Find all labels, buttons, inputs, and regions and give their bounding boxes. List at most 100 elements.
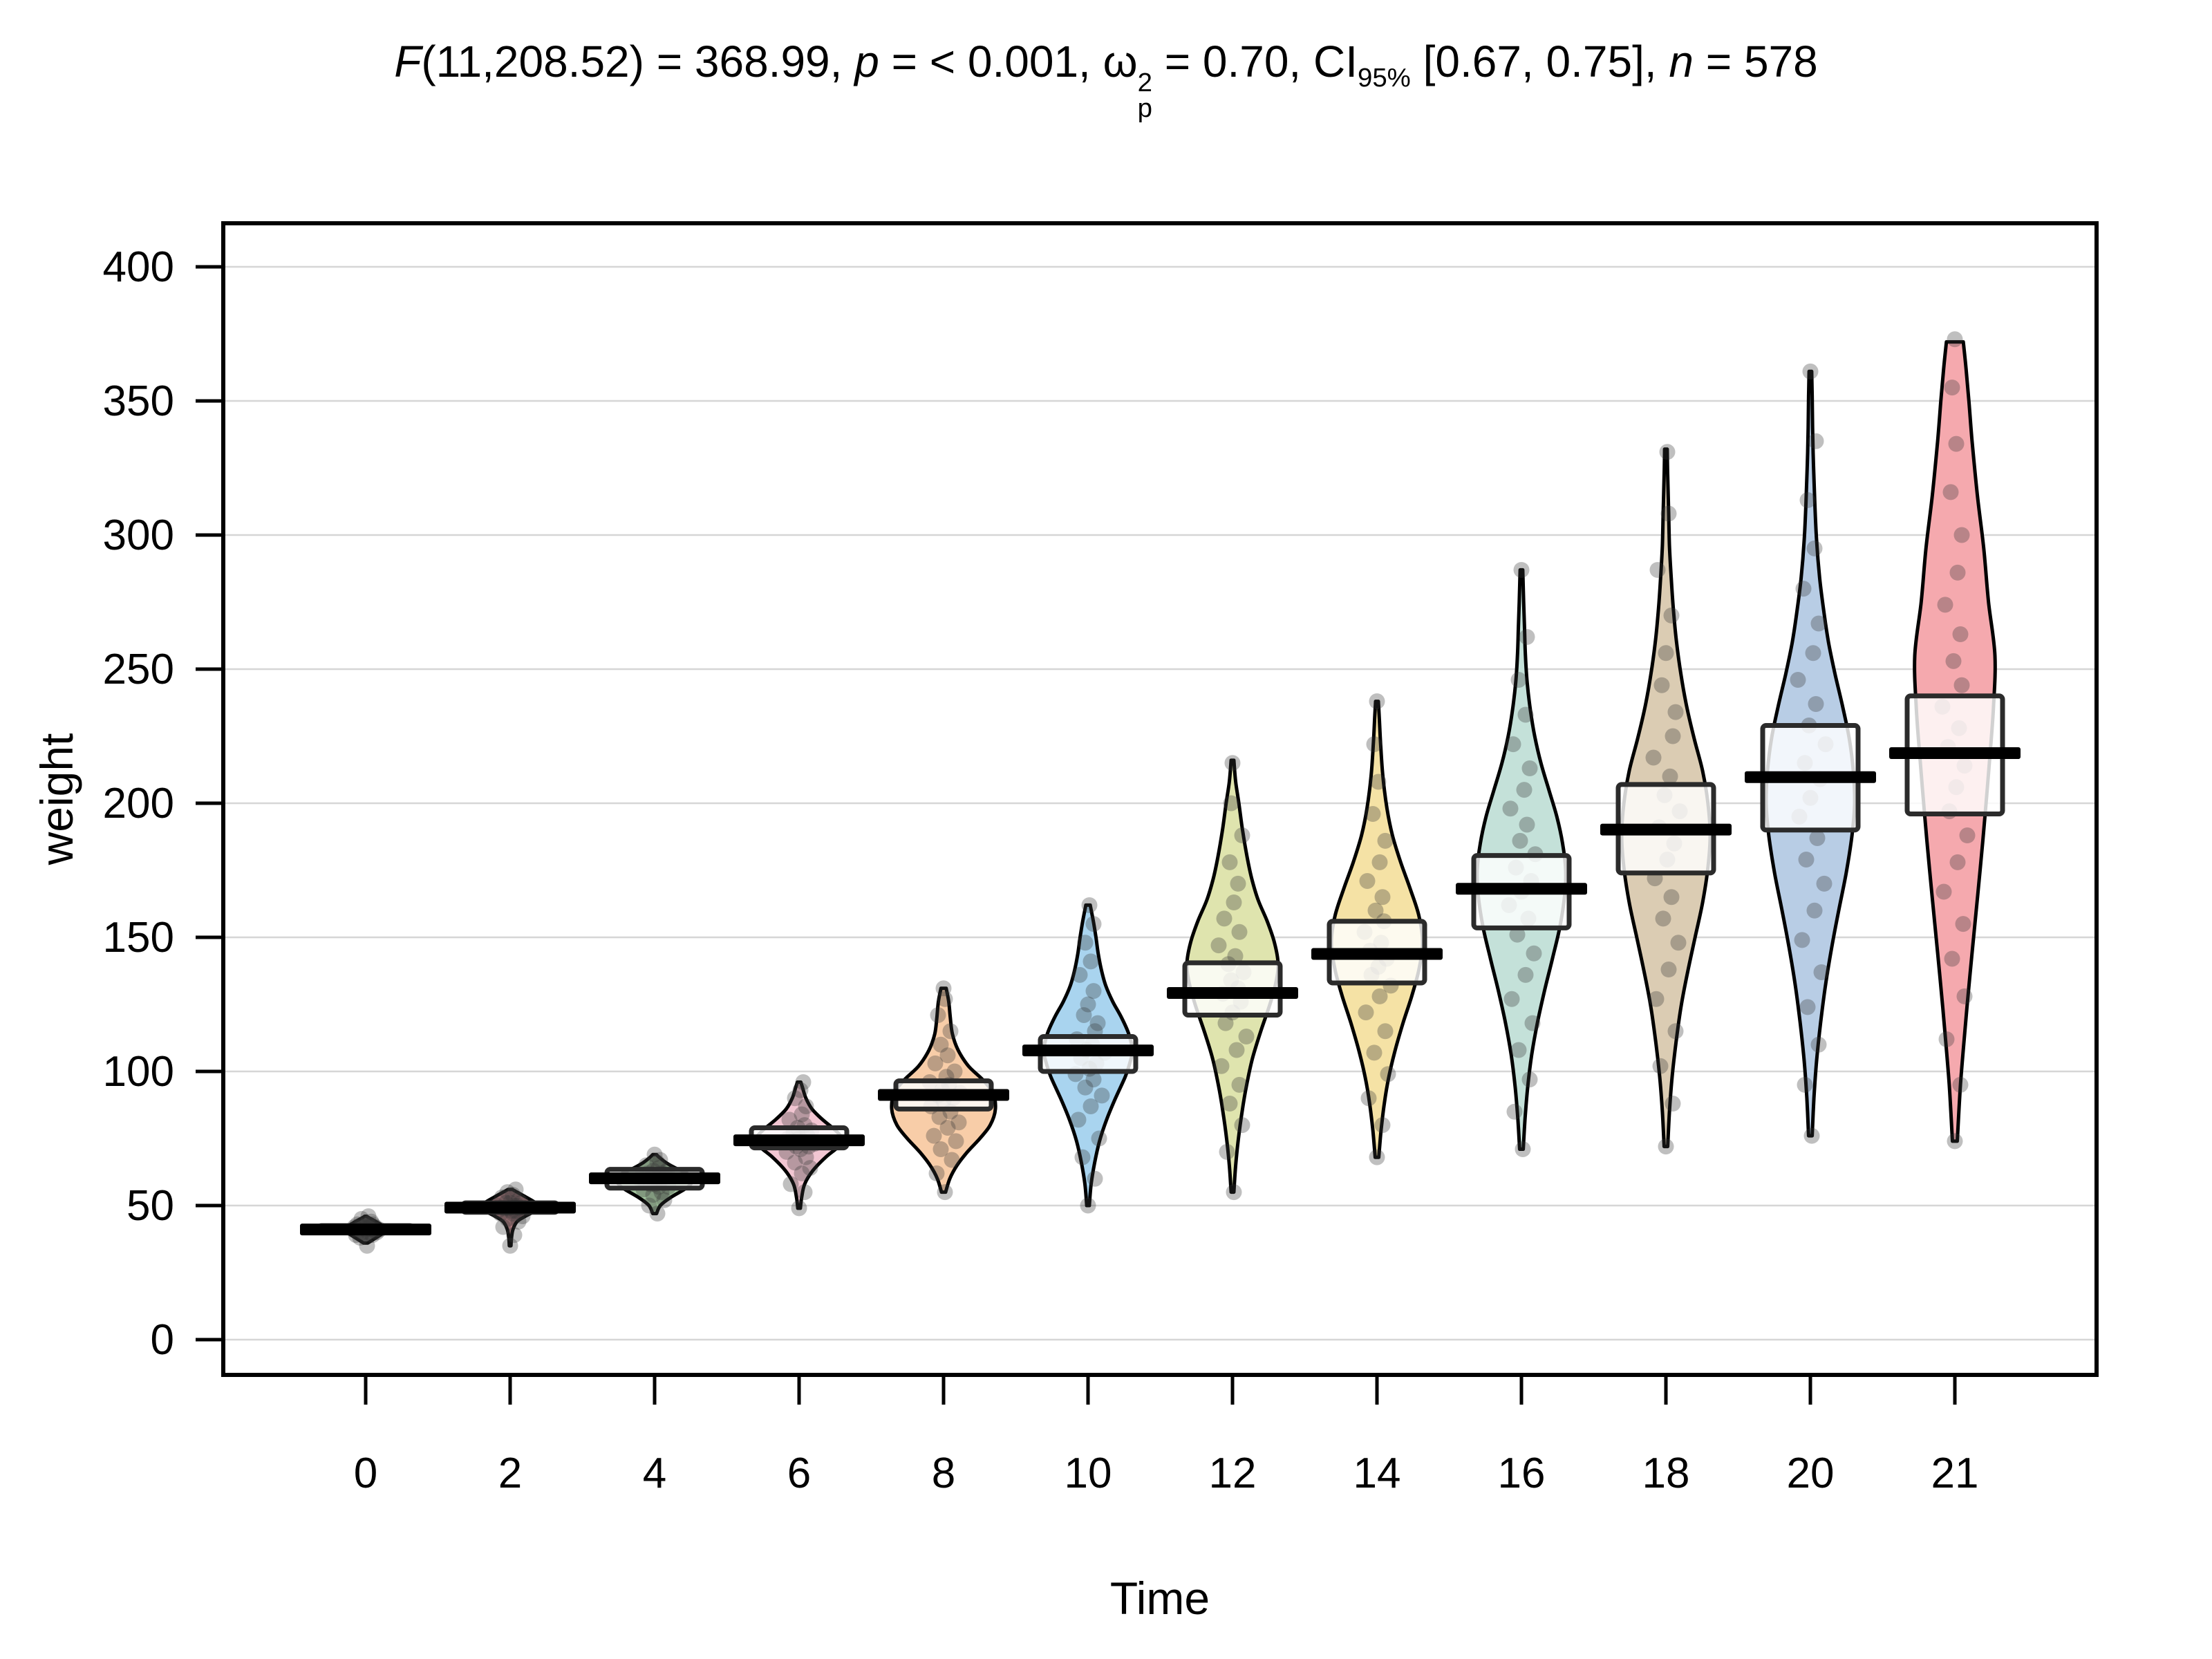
data-point [1234, 827, 1250, 844]
data-point [1663, 889, 1680, 906]
data-point [787, 1090, 803, 1107]
data-point [1085, 983, 1102, 1000]
data-point [1085, 916, 1102, 932]
mean-bar-time-8 [878, 1089, 1009, 1101]
data-point [1670, 935, 1687, 951]
data-point [939, 1119, 956, 1136]
data-point [794, 1106, 810, 1123]
x-axis-title: Time [1110, 1573, 1210, 1624]
data-point [1077, 1079, 1094, 1096]
y-tick-label: 50 [126, 1182, 174, 1230]
data-point [1808, 695, 1824, 712]
data-point [1510, 672, 1527, 688]
data-point [360, 1208, 377, 1225]
data-point [781, 1112, 798, 1128]
mean-bar-time-4 [589, 1172, 720, 1185]
x-tick-label: 12 [1209, 1450, 1257, 1497]
data-point [652, 1152, 668, 1168]
data-point [1803, 1127, 1820, 1144]
data-point [1516, 782, 1533, 798]
x-tick-label: 6 [787, 1450, 811, 1497]
data-point [1645, 749, 1662, 766]
data-point [1521, 1071, 1538, 1088]
data-point [353, 1210, 370, 1227]
data-point [1231, 1076, 1248, 1093]
data-point [1806, 902, 1823, 919]
mean-bar-time-18 [1600, 823, 1732, 836]
data-point [510, 1213, 527, 1230]
data-point [1948, 435, 1965, 452]
data-point [502, 1237, 518, 1254]
data-point [1213, 1058, 1230, 1074]
data-point [1224, 755, 1241, 771]
data-point [1794, 932, 1810, 948]
data-point [641, 1197, 657, 1214]
data-point [1799, 999, 1816, 1015]
data-point [928, 1165, 945, 1181]
data-point [782, 1176, 799, 1192]
data-point [1937, 597, 1953, 613]
data-point [1358, 1004, 1374, 1021]
data-point [1809, 830, 1826, 846]
data-point [1953, 527, 1970, 543]
data-point [1519, 816, 1535, 833]
data-point [1665, 1096, 1681, 1112]
data-point [1655, 910, 1671, 927]
data-point [937, 1184, 953, 1201]
data-point [1238, 1029, 1255, 1045]
data-point [791, 1200, 807, 1217]
data-point [1949, 564, 1966, 581]
data-point [1076, 1007, 1092, 1024]
x-tick-label: 8 [932, 1450, 955, 1497]
data-point [932, 1141, 949, 1158]
data-point [1091, 1130, 1107, 1147]
data-point [795, 1074, 812, 1091]
data-point [1503, 991, 1520, 1007]
data-point [1795, 581, 1812, 597]
data-point [1223, 795, 1239, 812]
data-point [1663, 607, 1680, 624]
data-point [506, 1227, 523, 1244]
data-point [1513, 561, 1530, 578]
data-point [1230, 875, 1246, 892]
data-point [1506, 1103, 1523, 1120]
data-point [946, 1063, 963, 1080]
data-point [1805, 645, 1821, 662]
mean-bar-time-12 [1167, 987, 1298, 1000]
mean-bar-time-2 [444, 1201, 576, 1214]
data-point [1087, 1170, 1103, 1187]
data-point [1510, 1042, 1527, 1058]
data-point [1524, 1015, 1541, 1031]
data-point [1658, 1138, 1674, 1155]
data-point [1366, 736, 1382, 753]
data-point [1652, 1058, 1669, 1074]
data-point [646, 1146, 663, 1163]
data-point [1955, 916, 1971, 932]
data-point [499, 1184, 516, 1201]
data-point [950, 1114, 967, 1131]
mean-bar-time-14 [1311, 948, 1443, 960]
data-point [1094, 1087, 1110, 1104]
data-point [1945, 653, 1962, 669]
data-point [932, 1036, 949, 1053]
data-point [1080, 1197, 1096, 1214]
data-point [794, 1165, 810, 1181]
y-tick-label: 300 [103, 512, 174, 559]
data-point [1936, 883, 1952, 900]
data-point [1374, 1117, 1391, 1134]
mean-bar-time-10 [1022, 1044, 1154, 1057]
data-point [499, 1210, 516, 1227]
data-point [1502, 800, 1519, 817]
data-point [1210, 937, 1227, 954]
data-point [1949, 854, 1966, 870]
mean-bar-time-20 [1745, 771, 1876, 783]
data-point [1519, 628, 1535, 645]
data-point [1377, 1023, 1394, 1040]
data-point [1226, 1184, 1242, 1201]
data-point [1816, 875, 1833, 892]
data-point [1074, 1149, 1091, 1165]
data-point [796, 1184, 813, 1201]
data-point [1798, 851, 1815, 868]
